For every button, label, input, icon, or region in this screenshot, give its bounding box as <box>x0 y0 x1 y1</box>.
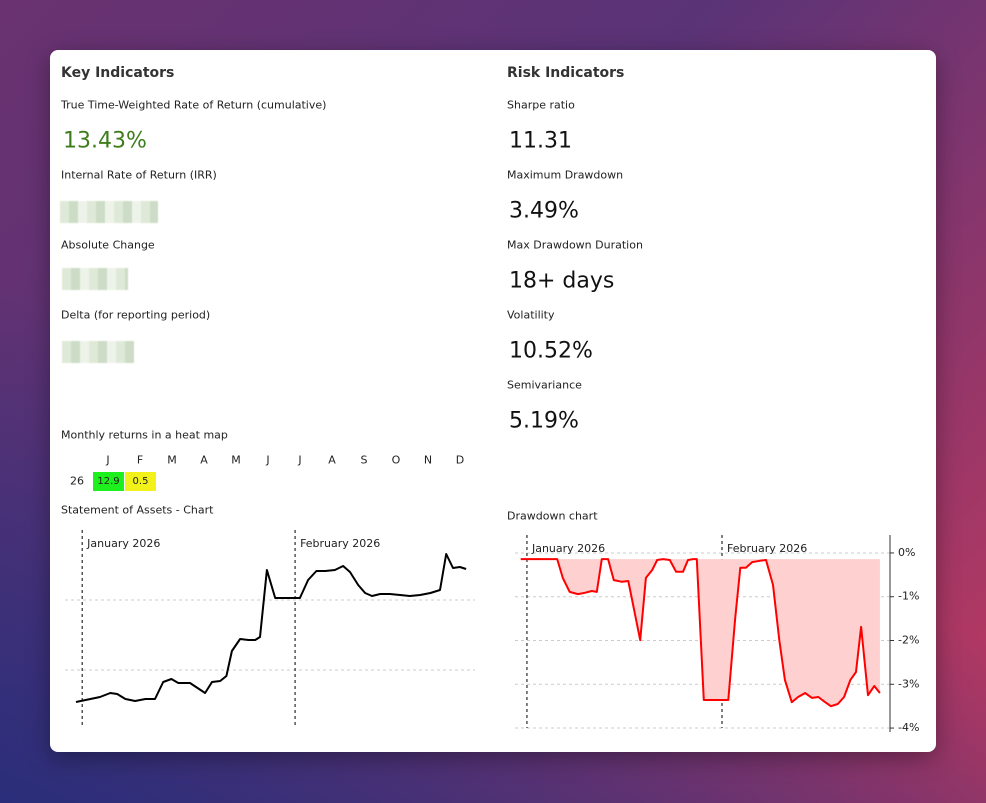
indicator-value: 11.31 <box>509 128 572 154</box>
indicator-label: True Time-Weighted Rate of Return (cumul… <box>61 98 327 112</box>
month-label: S <box>360 453 368 467</box>
month-label: D <box>455 453 465 467</box>
chart-title: Statement of Assets - Chart <box>61 503 214 517</box>
period-label: January 2026 <box>86 537 160 550</box>
y-tick-label: 0% <box>898 546 915 559</box>
section-title: Risk Indicators <box>507 65 625 81</box>
indicator-value: 18+ days <box>509 268 615 294</box>
period-label: January 2026 <box>531 542 605 555</box>
indicator-label: Delta (for reporting period) <box>61 308 211 322</box>
line <box>75 553 467 703</box>
y-tick-label: -2% <box>898 634 919 647</box>
indicator-value: 10.52% <box>509 338 593 364</box>
y-tick-label: -4% <box>898 721 919 734</box>
indicator-label: Maximum Drawdown <box>507 168 624 182</box>
period-label: February 2026 <box>727 542 807 555</box>
indicator-label: Max Drawdown Duration <box>507 238 643 252</box>
month-label: A <box>328 453 336 467</box>
heatmap-cell: 12.9 <box>93 472 124 491</box>
indicator-label: Volatility <box>507 308 555 322</box>
heatmap-title: Monthly returns in a heat map <box>61 428 228 442</box>
line <box>520 558 881 708</box>
indicator-value: 3.49% <box>509 198 579 224</box>
month-label: J <box>266 453 270 467</box>
chart-title: Drawdown chart <box>507 509 598 523</box>
indicator-label: Semivariance <box>507 378 582 392</box>
month-label: A <box>200 453 208 467</box>
indicator-label: Sharpe ratio <box>507 98 575 112</box>
period-label: February 2026 <box>300 537 380 550</box>
indicator-label: Internal Rate of Return (IRR) <box>61 168 217 182</box>
blurred-value <box>62 268 128 290</box>
month-label: O <box>391 453 401 467</box>
indicator-value: 5.19% <box>509 408 579 434</box>
month-label: J <box>298 453 302 467</box>
month-label: M <box>231 453 241 467</box>
month-label: N <box>423 453 433 467</box>
area <box>520 559 880 707</box>
indicator-label: Absolute Change <box>61 238 155 252</box>
section-title: Key Indicators <box>61 65 175 81</box>
month-label: M <box>167 453 177 467</box>
y-tick-label: -1% <box>898 590 919 603</box>
indicator-value: 13.43% <box>63 128 147 154</box>
heatmap-cell: 0.5 <box>125 472 156 491</box>
blurred-value <box>60 201 158 223</box>
y-tick-label: -3% <box>898 677 919 690</box>
year-label: 26 <box>70 474 84 488</box>
blurred-value <box>62 341 134 363</box>
month-label: F <box>136 453 144 467</box>
month-label: J <box>106 453 110 467</box>
